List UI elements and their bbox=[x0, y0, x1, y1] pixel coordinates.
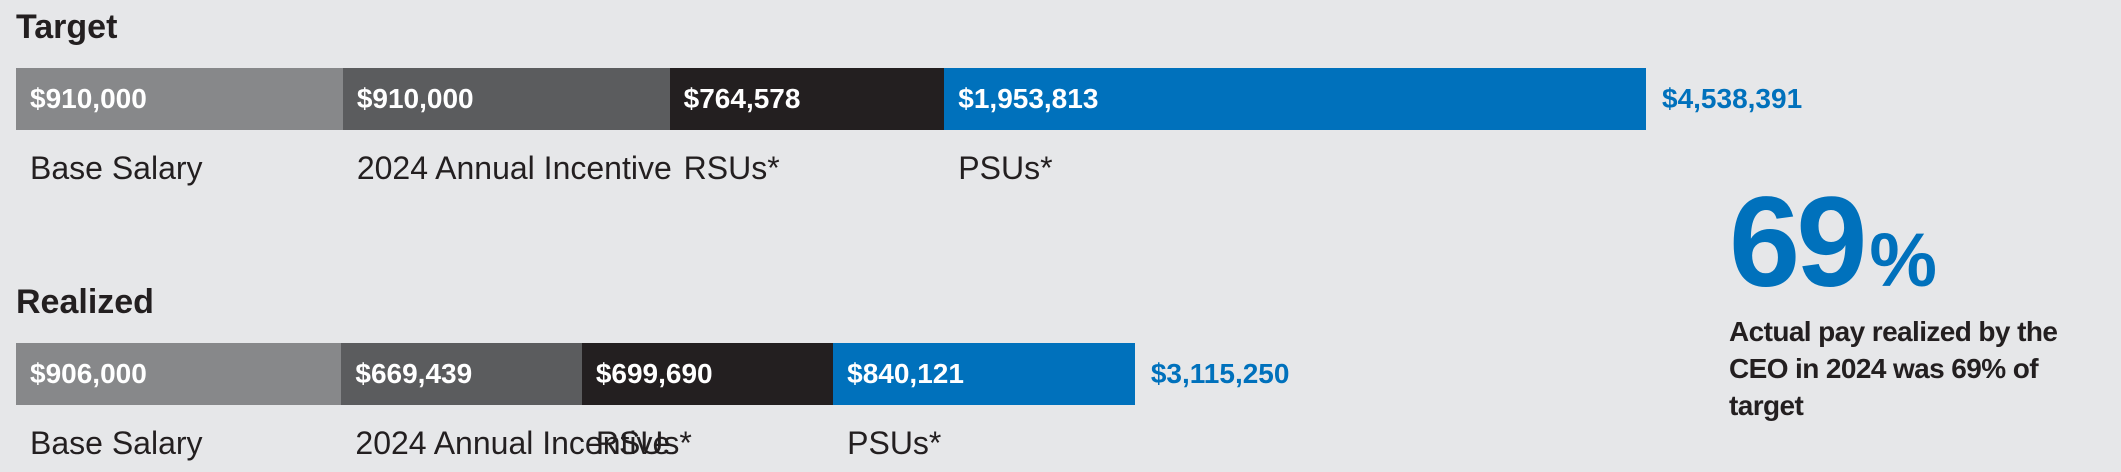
callout-figure: 69% bbox=[1729, 179, 2114, 307]
bar-segment bbox=[16, 343, 342, 405]
bar-segment bbox=[581, 343, 834, 405]
segment-label: 2024 Annual Incentive bbox=[355, 425, 671, 461]
callout-number: 69 bbox=[1729, 171, 1867, 314]
value-label: $764,578 bbox=[683, 83, 801, 114]
callout-text: Actual pay realized by the CEO in 2024 w… bbox=[1729, 316, 2058, 421]
total-label: $4,538,391 bbox=[1662, 83, 1803, 114]
chart-title: Target bbox=[16, 8, 118, 46]
segment-label: Base Salary bbox=[30, 150, 203, 186]
segment-label: Base Salary bbox=[30, 425, 203, 461]
segment-label: RSUs* bbox=[683, 150, 780, 186]
value-label: $910,000 bbox=[30, 83, 147, 114]
bar-segment bbox=[833, 343, 1135, 405]
total-label: $3,115,250 bbox=[1150, 358, 1290, 389]
callout-unit: % bbox=[1869, 218, 1937, 303]
segment-label: PSUs* bbox=[847, 425, 942, 461]
chart-title: Realized bbox=[16, 283, 154, 321]
segment-label: PSUs* bbox=[958, 150, 1053, 186]
bar-segment bbox=[341, 343, 582, 405]
value-label: $1,953,813 bbox=[958, 83, 1099, 114]
bar-segment bbox=[669, 68, 945, 130]
segment-label: 2024 Annual Incentive bbox=[356, 150, 672, 186]
value-label: $910,000 bbox=[356, 83, 474, 114]
bar-segment bbox=[944, 68, 1646, 130]
value-label: $669,439 bbox=[355, 358, 473, 389]
value-label: $699,690 bbox=[595, 358, 713, 389]
callout: 69% Actual pay realized by the CEO in 20… bbox=[1729, 179, 2114, 424]
segment-label: RSUs* bbox=[595, 425, 692, 461]
value-label: $906,000 bbox=[30, 358, 147, 389]
bar-segment bbox=[342, 68, 670, 130]
value-label: $840,121 bbox=[847, 358, 964, 389]
bar-segment bbox=[16, 68, 343, 130]
